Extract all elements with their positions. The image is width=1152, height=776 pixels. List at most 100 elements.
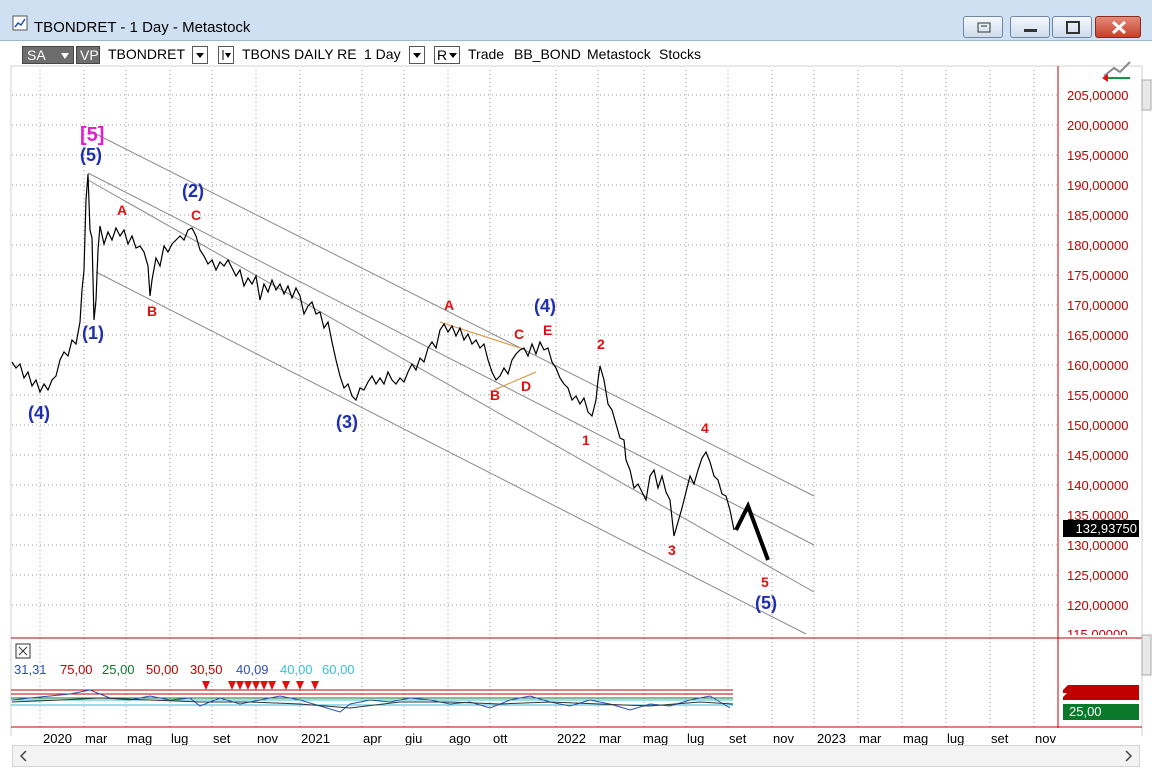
- time-axis-label: 2022: [557, 731, 586, 746]
- maximize-button[interactable]: [1052, 16, 1092, 38]
- wave-label[interactable]: 3: [668, 542, 676, 558]
- wave-label[interactable]: (1): [82, 323, 104, 343]
- scroll-right-button[interactable]: [1119, 748, 1137, 764]
- time-axis-label: 2020: [43, 731, 72, 746]
- wave-label[interactable]: (5): [80, 145, 102, 165]
- wave-label[interactable]: B: [147, 303, 158, 319]
- time-axis-label: mag: [127, 731, 153, 746]
- signal-arrows: [202, 681, 319, 690]
- edit-window-icon: [977, 22, 991, 33]
- time-axis-label: mag: [903, 731, 929, 746]
- sa-label: SA: [27, 47, 46, 63]
- chevron-left-icon: [19, 750, 27, 762]
- time-axis-label: lug: [947, 731, 965, 746]
- wave-label[interactable]: (2): [182, 181, 204, 201]
- sa-dropdown[interactable]: SA: [22, 46, 74, 64]
- wave-label[interactable]: D: [521, 378, 532, 394]
- r-dropdown[interactable]: R: [434, 46, 460, 64]
- time-axis-label: ott: [493, 731, 508, 746]
- indicator-value: 40,00: [280, 662, 313, 677]
- window-titlebar: TBONDRET - 1 Day - Metastock: [0, 0, 1152, 41]
- wave-label[interactable]: A: [444, 297, 455, 313]
- indicator-value: 50,00: [146, 662, 179, 677]
- source-label[interactable]: Metastock: [587, 46, 651, 62]
- time-axis-label: set: [991, 731, 1009, 746]
- wave-label[interactable]: (3): [336, 412, 358, 432]
- period-dropdown[interactable]: [409, 46, 425, 64]
- wave-label[interactable]: B: [490, 387, 501, 403]
- price-axis-label: 120,00000: [1067, 598, 1129, 613]
- indicator-value: 40,09: [236, 662, 269, 677]
- wave-label[interactable]: C: [514, 326, 525, 342]
- security-name[interactable]: TBONS DAILY RE: [242, 46, 357, 62]
- trend-channel[interactable]: [87, 129, 815, 635]
- chevron-down-icon: [61, 53, 69, 59]
- time-axis-label: mar: [599, 731, 622, 746]
- wave-label[interactable]: (4): [534, 296, 556, 316]
- time-axis-label: mag: [643, 731, 669, 746]
- indicator-value: 75,00: [60, 662, 93, 677]
- time-axis-label: lug: [687, 731, 705, 746]
- triangle-lines[interactable]: [439, 321, 537, 391]
- chart-canvas[interactable]: [0, 0, 1152, 736]
- wave-label[interactable]: [5]: [80, 124, 105, 146]
- restore-layout-button[interactable]: [963, 16, 1003, 38]
- security-list-button[interactable]: [218, 46, 234, 64]
- horizontal-scrollbar[interactable]: [12, 745, 1140, 767]
- metastock-app-icon: [12, 15, 28, 31]
- minimize-icon: [1024, 29, 1037, 32]
- price-axis-label: 145,00000: [1067, 448, 1129, 463]
- price-axis-label: 195,00000: [1067, 148, 1129, 163]
- time-axis-label: set: [729, 731, 747, 746]
- current-price-marker: 132,93750: [1063, 520, 1139, 537]
- wave-label[interactable]: A: [117, 202, 128, 218]
- symbol-dropdown[interactable]: [192, 46, 208, 64]
- time-axis-label: mar: [859, 731, 882, 746]
- time-axis-label: apr: [363, 731, 382, 746]
- wave-label[interactable]: C: [191, 207, 202, 223]
- chevron-down-icon: [413, 53, 421, 58]
- list-icon: [222, 50, 231, 60]
- time-axis-label: ago: [449, 731, 471, 746]
- price-axis-label: 170,00000: [1067, 298, 1129, 313]
- time-axis-label: nov: [257, 731, 278, 746]
- time-axis-label: set: [213, 731, 231, 746]
- group-label[interactable]: BB_BOND: [514, 46, 581, 62]
- trend-arrows-icon[interactable]: [1102, 61, 1131, 82]
- side-handle-lower[interactable]: [1141, 634, 1152, 676]
- wave-label[interactable]: E: [543, 322, 553, 338]
- price-axis-label: 165,00000: [1067, 328, 1129, 343]
- maximize-icon: [1066, 21, 1080, 34]
- time-axis-label: 2023: [817, 731, 846, 746]
- wave-label[interactable]: (5): [755, 593, 777, 613]
- price-line: [11, 173, 735, 537]
- symbol-label[interactable]: TBONDRET: [108, 46, 185, 62]
- period-label[interactable]: 1 Day: [364, 46, 401, 62]
- wave-label[interactable]: (4): [28, 403, 50, 423]
- price-axis-label: 205,00000: [1067, 88, 1129, 103]
- side-handle[interactable]: [1141, 79, 1152, 111]
- chevron-right-icon: [1125, 750, 1133, 762]
- indicator-pane: [11, 689, 734, 713]
- minimize-button[interactable]: [1010, 16, 1050, 38]
- type-label[interactable]: Stocks: [659, 46, 702, 62]
- close-button[interactable]: [1095, 16, 1141, 38]
- indicator-value: 25,00: [102, 662, 135, 677]
- trade-label[interactable]: Trade: [468, 46, 505, 62]
- time-axis-label: mar: [85, 731, 108, 746]
- price-axis-label: 200,00000: [1067, 118, 1129, 133]
- price-axis-label: 160,00000: [1067, 358, 1129, 373]
- close-icon: [1111, 20, 1127, 35]
- wave-label[interactable]: 1: [582, 432, 590, 448]
- indicator-side-markers: [1063, 685, 1139, 700]
- wave-label[interactable]: 5: [761, 574, 769, 590]
- chevron-down-icon: [196, 53, 204, 58]
- vp-button[interactable]: VP: [76, 46, 100, 64]
- projection-path: [734, 500, 770, 561]
- time-axis-label: nov: [773, 731, 794, 746]
- indicator-value: 60,00: [322, 662, 355, 677]
- vp-label: VP: [80, 47, 99, 63]
- scroll-left-button[interactable]: [15, 748, 33, 764]
- wave-label[interactable]: 4: [701, 420, 709, 436]
- wave-label[interactable]: 2: [597, 336, 605, 352]
